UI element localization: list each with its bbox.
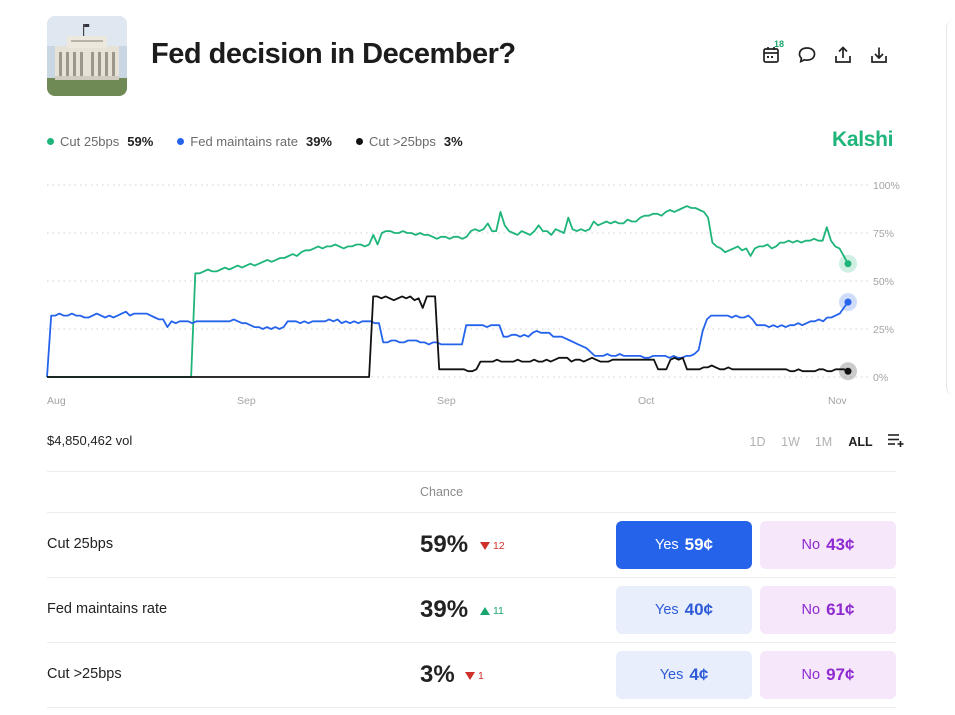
buy-no-button[interactable]: No 43¢: [760, 521, 896, 569]
list-add-icon[interactable]: [887, 433, 905, 450]
chance-change: 12: [480, 540, 505, 552]
outcome-name: Cut >25bps: [47, 666, 122, 682]
calendar-badge: 18: [774, 39, 785, 49]
no-price: 97¢: [826, 665, 855, 684]
y-tick-label: 75%: [873, 228, 894, 240]
price-history-chart: 100% 75% 50% 25% 0% Aug Sep Sep Oct Nov: [46, 180, 900, 407]
yes-price: 40¢: [684, 600, 714, 619]
outcome-name: Fed maintains rate: [47, 601, 168, 617]
y-tick-label: 50%: [873, 276, 894, 288]
divider: [47, 512, 896, 513]
outcome-chance: 3%: [420, 661, 455, 688]
x-tick-label: Oct: [638, 395, 654, 407]
y-tick-label: 100%: [873, 180, 900, 192]
yes-label: Yes: [654, 602, 679, 618]
comment-icon[interactable]: [796, 44, 818, 66]
legend-name: Fed maintains rate: [190, 134, 298, 149]
no-price: 61¢: [826, 600, 855, 619]
no-price: 43¢: [826, 535, 855, 554]
x-tick-label: Sep: [437, 395, 456, 407]
down-arrow-icon: [480, 542, 490, 550]
brand-logo: Kalshi: [832, 128, 894, 151]
download-icon[interactable]: [868, 44, 890, 66]
yes-label: Yes: [659, 667, 684, 683]
buy-yes-button[interactable]: Yes 4¢: [616, 651, 752, 699]
buy-no-button[interactable]: No 97¢: [760, 651, 896, 699]
legend-value: 39%: [305, 134, 332, 149]
buy-yes-button[interactable]: Yes 59¢: [616, 521, 752, 569]
chance-change: 11: [480, 605, 504, 617]
range-1m[interactable]: 1M: [814, 434, 833, 449]
legend-dot: [177, 138, 185, 145]
down-arrow-icon: [465, 672, 475, 680]
chart-legend: Cut 25bps 59% Fed maintains rate 39% Cut…: [47, 134, 463, 149]
legend-item-fed-maintains: Fed maintains rate 39%: [177, 134, 332, 149]
calendar-icon[interactable]: 18: [760, 39, 784, 66]
yes-price: 4¢: [689, 665, 709, 684]
page-title: Fed decision in December?: [151, 38, 516, 70]
series-line: [47, 205, 849, 378]
no-label: No: [801, 602, 821, 618]
legend-name: Cut >25bps: [369, 134, 436, 149]
y-tick-label: 25%: [873, 324, 894, 336]
outcome-chance: 59%: [420, 531, 469, 558]
divider: [47, 642, 896, 643]
no-label: No: [801, 667, 821, 683]
yes-price: 59¢: [684, 535, 714, 554]
divider: [47, 577, 896, 578]
legend-item-cut-25bps: Cut 25bps 59%: [47, 134, 153, 149]
no-label: No: [801, 537, 821, 553]
outcome-name: Cut 25bps: [47, 536, 114, 552]
market-image: [47, 16, 127, 96]
time-range-selector: 1D 1W 1M ALL: [741, 433, 905, 450]
buy-yes-button[interactable]: Yes 40¢: [616, 586, 752, 634]
legend-item-cut-over-25bps: Cut >25bps 3%: [356, 134, 463, 149]
yes-label: Yes: [654, 537, 679, 553]
range-1w[interactable]: 1W: [781, 434, 800, 449]
legend-name: Cut 25bps: [60, 134, 120, 149]
chance-column-header: Chance: [420, 485, 464, 499]
header-actions: 18: [760, 39, 890, 66]
chance-change-value: 1: [478, 670, 484, 682]
scrollbar[interactable]: [946, 20, 955, 395]
outcome-chance: 39%: [420, 596, 469, 623]
range-1d[interactable]: 1D: [749, 434, 766, 449]
volume-label: $4,850,462 vol: [47, 433, 133, 448]
x-tick-label: Aug: [47, 395, 66, 407]
chance-change-value: 12: [493, 540, 505, 552]
legend-dot: [356, 138, 363, 145]
up-arrow-icon: [480, 607, 490, 615]
x-tick-label: Sep: [237, 395, 256, 407]
x-tick-label: Nov: [828, 395, 847, 407]
chance-change-value: 11: [493, 605, 504, 617]
legend-dot: [47, 138, 54, 145]
range-all[interactable]: ALL: [848, 434, 873, 449]
divider: [47, 471, 896, 472]
legend-value: 59%: [127, 134, 154, 149]
divider: [47, 707, 896, 708]
chance-change: 1: [465, 670, 484, 682]
series-end-dot: [844, 298, 852, 306]
buy-no-button[interactable]: No 61¢: [760, 586, 896, 634]
series-line: [46, 301, 849, 378]
y-tick-label: 0%: [873, 372, 888, 384]
share-icon[interactable]: [832, 44, 854, 66]
series-end-dot: [844, 260, 852, 268]
legend-value: 3%: [443, 134, 463, 149]
series-line: [47, 295, 849, 378]
series-end-dot: [844, 367, 852, 375]
